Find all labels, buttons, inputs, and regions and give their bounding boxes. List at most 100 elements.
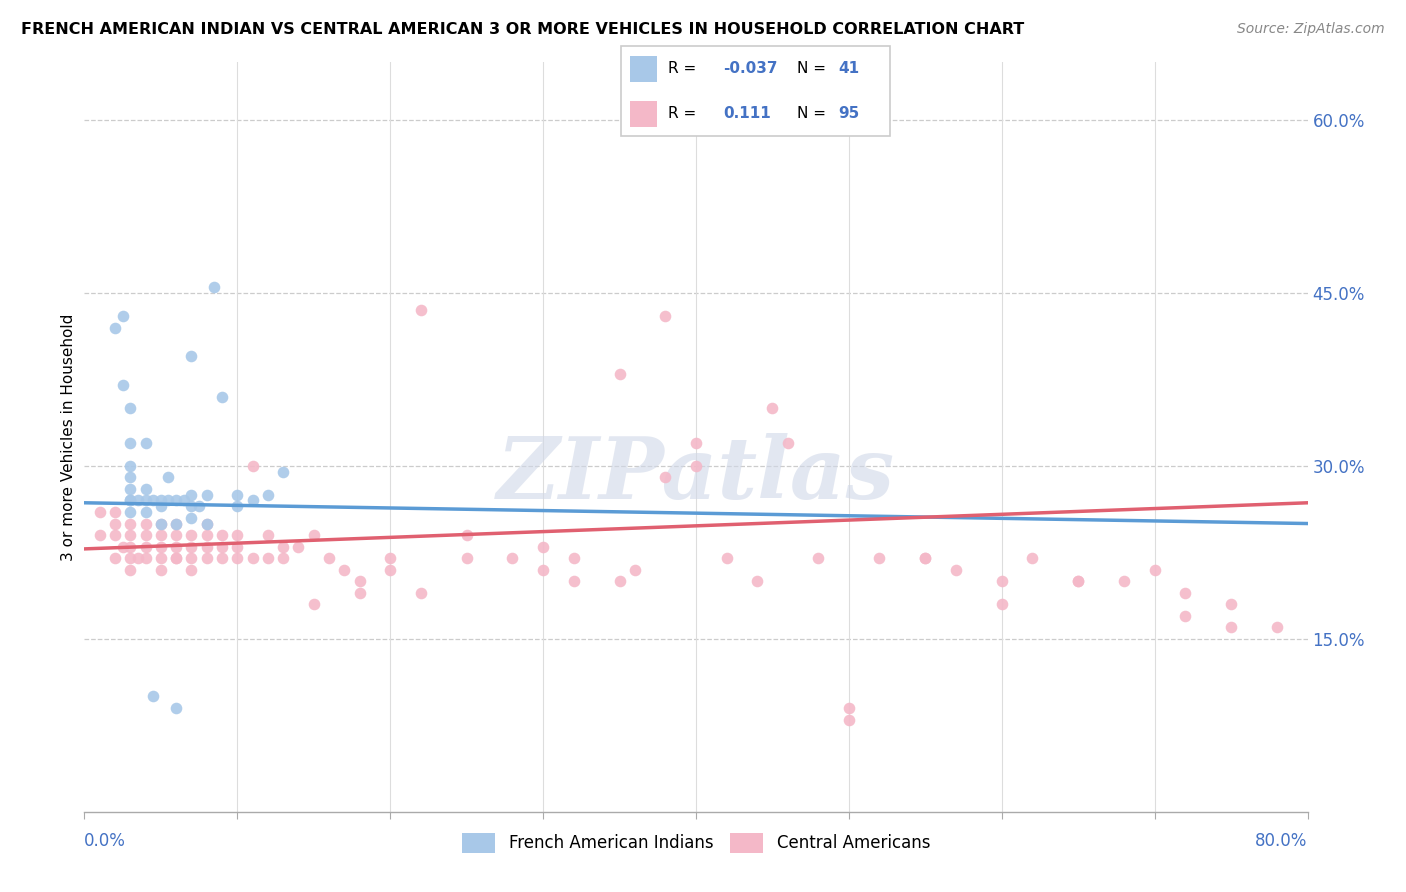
Point (188, 500, 211, 514)
Point (609, 574, 631, 589)
Point (287, 540, 309, 554)
Point (776, 435, 799, 450)
Point (180, 551, 202, 566)
Point (807, 551, 830, 566)
Point (180, 540, 202, 554)
Point (685, 435, 707, 450)
Point (226, 551, 249, 566)
Point (531, 540, 554, 554)
Text: 80.0%: 80.0% (1256, 832, 1308, 850)
Point (333, 563, 356, 577)
Point (409, 303, 432, 318)
Point (142, 690, 165, 704)
Point (1174, 608, 1197, 623)
Point (1143, 563, 1166, 577)
Point (318, 551, 340, 566)
Point (149, 551, 172, 566)
Point (1114, 574, 1136, 589)
Point (157, 470, 180, 484)
Point (127, 493, 149, 508)
Point (202, 280, 225, 294)
Point (302, 528, 325, 542)
Point (142, 493, 165, 508)
Point (914, 551, 936, 566)
Point (349, 574, 371, 589)
Point (1220, 620, 1243, 634)
Point (914, 551, 936, 566)
Point (149, 516, 172, 531)
Text: 0.0%: 0.0% (84, 832, 127, 850)
Point (242, 493, 264, 508)
Point (149, 493, 172, 508)
Point (104, 528, 127, 542)
Point (149, 563, 172, 577)
Point (120, 516, 142, 531)
Point (380, 563, 402, 577)
Point (104, 505, 127, 519)
Point (135, 551, 157, 566)
Point (135, 505, 157, 519)
Point (271, 465, 294, 479)
Point (838, 701, 860, 715)
Point (195, 516, 218, 531)
Point (456, 551, 478, 566)
Point (111, 540, 134, 554)
FancyBboxPatch shape (630, 56, 657, 82)
Point (111, 309, 134, 323)
Point (165, 516, 187, 531)
Point (195, 488, 218, 502)
Point (165, 551, 187, 566)
Point (135, 435, 157, 450)
Point (127, 551, 149, 566)
Point (242, 551, 264, 566)
Text: R =: R = (668, 62, 696, 77)
FancyBboxPatch shape (621, 46, 890, 136)
Point (456, 528, 478, 542)
Point (135, 540, 157, 554)
Point (257, 528, 280, 542)
Point (104, 320, 127, 334)
FancyBboxPatch shape (630, 101, 657, 127)
Point (211, 390, 233, 404)
Point (195, 551, 218, 566)
Point (747, 574, 769, 589)
Point (165, 701, 187, 715)
Point (180, 510, 202, 524)
Point (761, 401, 783, 416)
Point (135, 516, 157, 531)
Point (271, 540, 294, 554)
Point (226, 488, 249, 502)
Point (120, 458, 142, 473)
Point (502, 551, 524, 566)
Point (991, 597, 1014, 611)
Point (120, 551, 142, 566)
Point (120, 493, 142, 508)
Text: N =: N = (797, 106, 825, 121)
Point (111, 378, 134, 392)
Point (1220, 597, 1243, 611)
Point (257, 488, 280, 502)
Point (271, 551, 294, 566)
Point (173, 493, 195, 508)
Text: N =: N = (797, 62, 825, 77)
Point (149, 528, 172, 542)
Point (869, 551, 891, 566)
Point (1174, 585, 1197, 599)
Point (120, 493, 142, 508)
Text: -0.037: -0.037 (723, 62, 778, 77)
Point (302, 597, 325, 611)
Text: R =: R = (668, 106, 696, 121)
Point (165, 540, 187, 554)
Point (120, 435, 142, 450)
Point (380, 551, 402, 566)
Point (531, 563, 554, 577)
Point (165, 493, 187, 508)
Point (180, 488, 202, 502)
Point (257, 551, 280, 566)
Point (195, 516, 218, 531)
Point (409, 585, 432, 599)
Point (120, 563, 142, 577)
Point (165, 516, 187, 531)
Point (211, 528, 233, 542)
Point (120, 482, 142, 496)
